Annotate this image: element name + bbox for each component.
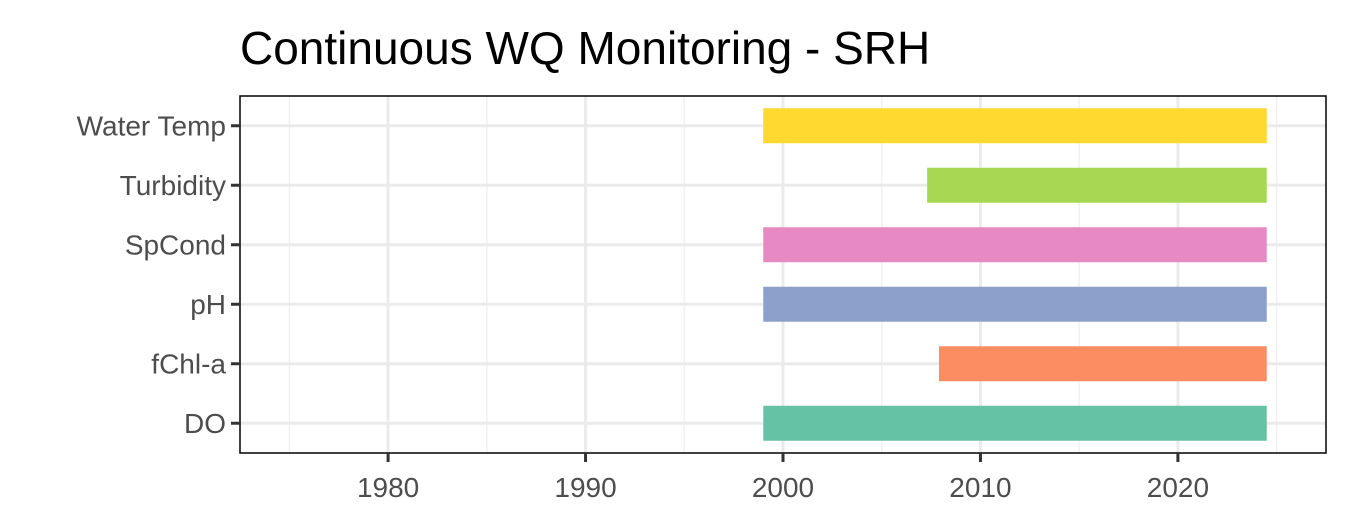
y-tick-label: Turbidity bbox=[120, 170, 226, 201]
bars bbox=[763, 108, 1267, 441]
y-tick-label: pH bbox=[190, 289, 226, 320]
x-tick-label: 1990 bbox=[554, 472, 616, 503]
y-tick-label: DO bbox=[184, 408, 226, 439]
x-tick-label: 2020 bbox=[1147, 472, 1209, 503]
axes: Water Temp Turbidity SpCond pH fChl-a DO 1980 1… bbox=[77, 110, 1209, 503]
y-tick-label: fChl-a bbox=[151, 348, 226, 379]
bar-ph bbox=[763, 286, 1267, 322]
bar-spcond bbox=[763, 227, 1267, 263]
x-tick-label: 2000 bbox=[752, 472, 814, 503]
chart-title: Continuous WQ Monitoring - SRH bbox=[240, 22, 930, 74]
bar-fchl-a bbox=[938, 346, 1267, 382]
bar-turbidity bbox=[927, 167, 1267, 203]
gridlines bbox=[240, 96, 1326, 453]
y-tick-label: Water Temp bbox=[77, 110, 226, 141]
x-tick-label: 2010 bbox=[949, 472, 1011, 503]
x-tick-label: 1980 bbox=[357, 472, 419, 503]
bar-water-temp bbox=[763, 108, 1267, 144]
y-tick-label: SpCond bbox=[125, 229, 226, 260]
bar-do bbox=[763, 405, 1267, 441]
